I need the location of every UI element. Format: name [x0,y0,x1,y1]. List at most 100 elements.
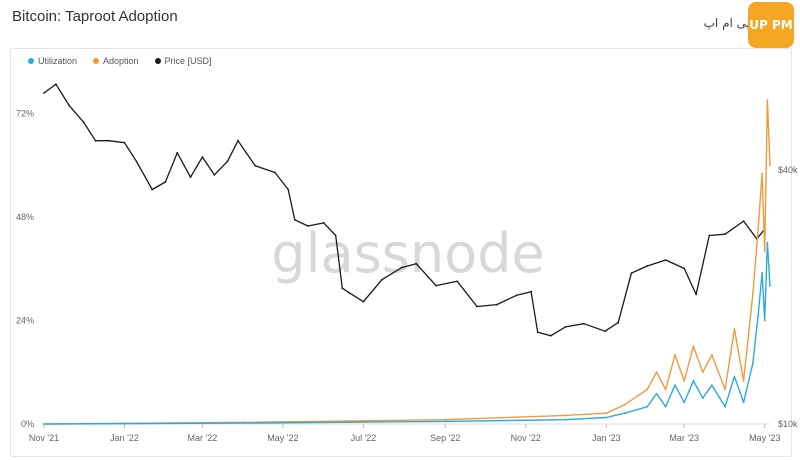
data-point [664,388,667,391]
data-point [692,345,695,348]
data-point [623,403,626,406]
data-point [761,172,763,175]
data-point [630,272,633,274]
data-point [400,266,403,269]
data-point [724,405,726,408]
left-tick-label: 0% [21,419,34,429]
data-point [274,171,276,174]
data-point [237,139,239,142]
x-tick-label: Mar '22 [188,433,218,443]
x-tick-label: Jan '22 [110,433,139,443]
data-point [564,414,567,417]
chart-title: Bitcoin: Taproot Adoption [12,8,178,25]
data-point [604,330,606,333]
data-point [43,92,45,94]
data-point [623,412,626,415]
data-point [655,371,658,374]
data-point [751,362,754,365]
data-point [646,265,649,267]
legend-item-adoption[interactable]: Adoption [93,56,139,66]
data-point [708,234,711,237]
data-point [655,392,658,395]
data-point [381,278,383,281]
right-axis: $40k $10k [778,165,798,429]
legend-label-price: Price [USD] [164,56,212,66]
left-tick-label: 72% [16,108,34,118]
data-point [701,397,704,399]
data-point [763,250,766,253]
data-point [724,388,726,391]
left-axis: 72% 48% 24% 0% [16,108,34,429]
series-layer [43,83,771,425]
data-point [536,331,539,334]
data-point [605,412,608,415]
data-point [307,225,309,227]
legend-dot-utilization [28,58,34,64]
legend-label-utilization: Utilization [38,56,78,66]
data-point [94,139,97,142]
data-point [322,222,325,224]
series-line-price-usd [43,83,766,337]
data-point [348,291,350,294]
chart-frame [10,48,792,457]
x-tick-label: Nov '22 [511,433,541,443]
data-point [583,322,585,325]
data-point [55,83,57,86]
data-point [617,321,620,324]
data-point [674,384,676,387]
data-point [201,156,204,158]
x-tick-label: Jul '22 [351,433,377,443]
data-point [476,305,478,308]
data-point [495,303,498,306]
data-point [664,259,667,261]
data-point [692,379,695,382]
data-point [742,379,745,382]
data-point [135,160,138,163]
data-point [123,141,126,144]
logo-badge: UP PM [748,2,794,48]
data-point [530,290,532,293]
brand-logo: پی ام اپ UP PM [674,2,794,66]
data-point [242,422,245,424]
legend-item-price[interactable]: Price [USD] [154,56,212,66]
data-point [742,401,745,404]
data-point [605,416,608,419]
legend-item-utilization[interactable]: Utilization [28,56,77,66]
data-point [683,379,686,382]
data-point [711,354,713,356]
data-point [683,401,686,404]
data-point [435,284,437,287]
left-tick-label: 48% [16,212,34,222]
data-point [769,164,771,167]
data-point [176,151,179,154]
data-point [151,188,154,191]
right-tick-label: $10k [778,419,798,429]
data-point [82,121,85,124]
x-tick-label: Sep '22 [430,433,460,443]
data-point [164,181,167,183]
data-point [751,293,754,296]
data-point [733,328,736,330]
data-point [226,160,229,163]
data-point [742,220,745,223]
legend-dot-price [154,58,161,64]
data-point [213,174,216,176]
data-point [646,388,649,391]
legend-dot-adoption [93,58,100,64]
x-tick-label: Mar '23 [669,433,699,443]
data-point [674,354,676,356]
watermark: glassnode [271,222,544,285]
data-point [766,99,769,102]
data-point [695,293,697,296]
data-point [107,139,110,142]
data-point [664,405,667,408]
data-point [444,418,447,421]
data-point [766,241,769,244]
data-point [43,423,45,425]
x-tick-label: Nov '21 [29,433,59,443]
x-tick-label: Jan '23 [592,433,621,443]
data-point [293,219,296,221]
x-tick-label: May '22 [267,433,298,443]
data-point [724,233,726,236]
